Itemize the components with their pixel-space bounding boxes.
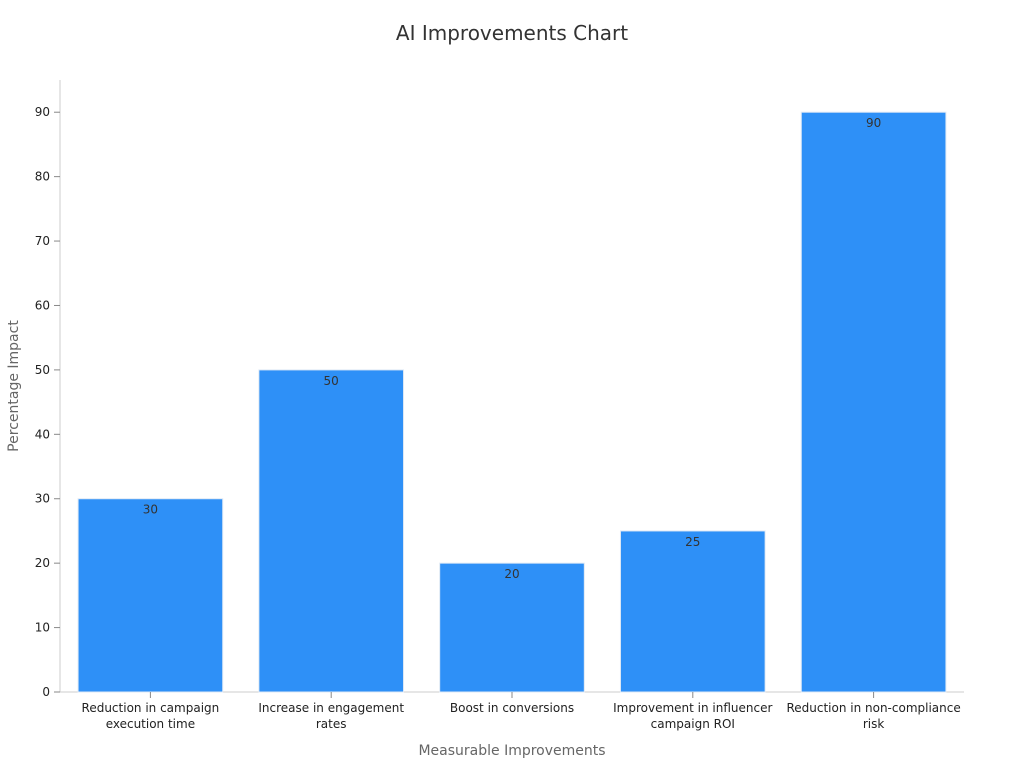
x-tick-label-line: execution time	[106, 717, 195, 731]
y-tick-label: 10	[35, 621, 50, 635]
data-label: 90	[866, 116, 881, 130]
bar	[439, 562, 585, 693]
y-tick-label: 80	[35, 170, 50, 184]
plot-area: 0 10 20 30 40 50 60 70 80 90 30 Reduction in campai…	[35, 80, 964, 731]
bar	[77, 498, 224, 693]
bar	[619, 530, 766, 693]
data-label: 50	[324, 374, 339, 388]
x-tick-label: Boost in conversions	[450, 701, 574, 715]
y-tick-label: 70	[35, 234, 50, 248]
y-tick-label: 90	[35, 105, 50, 119]
bar	[258, 369, 405, 693]
bar	[800, 111, 947, 693]
x-axis-title: Measurable Improvements	[418, 743, 605, 759]
x-tick-label-line: campaign ROI	[651, 717, 735, 731]
y-tick-label: 20	[35, 556, 50, 570]
y-tick-label: 40	[35, 427, 50, 441]
y-tick-label: 60	[35, 298, 50, 312]
y-axis-title: Percentage Impact	[6, 320, 22, 452]
y-tick-label: 0	[42, 685, 50, 699]
x-tick-label-line: Reduction in campaign	[82, 701, 220, 715]
x-tick-label-line: Improvement in influencer	[613, 701, 772, 715]
x-tick-label-line: Reduction in non-compliance	[786, 701, 960, 715]
data-label: 25	[685, 535, 700, 549]
x-tick-label-line: Increase in engagement	[258, 701, 404, 715]
x-tick-label: Reduction in campaign execution time	[82, 701, 220, 731]
x-tick-label: Reduction in non-compliance risk	[786, 701, 960, 731]
x-tick-label-line: risk	[863, 717, 885, 731]
chart-title: AI Improvements Chart	[396, 21, 628, 45]
data-label: 30	[143, 503, 158, 517]
x-tick-label-line: Boost in conversions	[450, 701, 574, 715]
x-tick-label: Improvement in influencer campaign ROI	[613, 701, 772, 731]
y-tick-label: 50	[35, 363, 50, 377]
x-tick-label-line: rates	[316, 717, 347, 731]
x-tick-label: Increase in engagement rates	[258, 701, 404, 731]
data-label: 20	[504, 567, 519, 581]
y-tick-label: 30	[35, 492, 50, 506]
